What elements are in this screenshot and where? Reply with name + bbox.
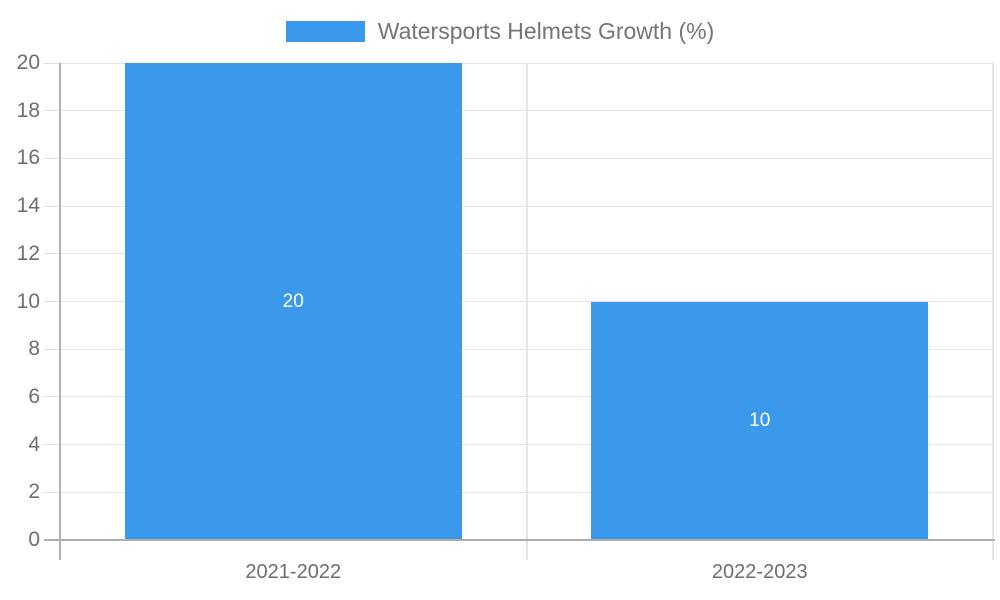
y-axis-tick-label: 0 xyxy=(28,528,40,551)
y-axis-tick-label: 10 xyxy=(16,289,40,313)
legend-series-label: Watersports Helmets Growth (%) xyxy=(377,17,715,44)
y-gridline xyxy=(60,444,993,446)
y-axis-tick xyxy=(44,62,60,64)
y-gridline xyxy=(60,301,993,302)
x-axis-tick-label: 2022-2023 xyxy=(711,561,808,583)
y-axis-tick xyxy=(44,157,60,159)
chart-legend[interactable]: Watersports Helmets Growth (%) xyxy=(0,16,1000,46)
plot-area: 20 10 xyxy=(60,62,993,540)
y-gridline xyxy=(60,157,993,159)
y-gridline xyxy=(60,110,993,112)
y-axis-tick-label: 16 xyxy=(16,146,40,170)
y-gridline xyxy=(60,396,993,398)
legend-swatch-icon xyxy=(285,20,365,42)
bar[interactable] xyxy=(591,301,929,540)
y-axis-tick xyxy=(44,205,60,207)
y-axis-line xyxy=(59,63,61,560)
y-gridline xyxy=(60,62,993,64)
x-axis-baseline xyxy=(44,539,995,541)
y-axis-tick-label: 14 xyxy=(16,194,40,218)
y-gridline xyxy=(60,491,993,493)
y-axis-tick xyxy=(44,301,60,302)
y-axis-tick-label: 8 xyxy=(28,337,40,361)
y-gridline xyxy=(60,348,993,350)
y-axis-tick-label: 20 xyxy=(16,51,40,74)
plot-right-border xyxy=(992,63,994,560)
y-axis-tick-label: 2 xyxy=(28,480,40,504)
bar[interactable] xyxy=(124,63,462,540)
y-axis-tick xyxy=(44,253,60,255)
category-divider xyxy=(525,63,528,560)
y-axis-tick-label: 6 xyxy=(28,384,40,408)
y-gridline xyxy=(60,253,993,255)
y-axis-tick xyxy=(44,444,60,446)
y-axis-tick xyxy=(44,348,60,350)
y-gridline xyxy=(60,205,993,207)
bar-value-label: 20 xyxy=(282,290,304,312)
y-axis-tick-label: 18 xyxy=(16,98,40,122)
y-axis-tick xyxy=(44,396,60,398)
bar-value-label: 10 xyxy=(749,409,771,431)
y-axis-tick-label: 12 xyxy=(16,241,40,265)
y-axis-tick xyxy=(44,491,60,493)
y-axis-tick-label: 4 xyxy=(28,432,40,456)
x-axis-tick-label: 2021-2022 xyxy=(245,561,342,583)
y-axis-tick xyxy=(44,110,60,112)
